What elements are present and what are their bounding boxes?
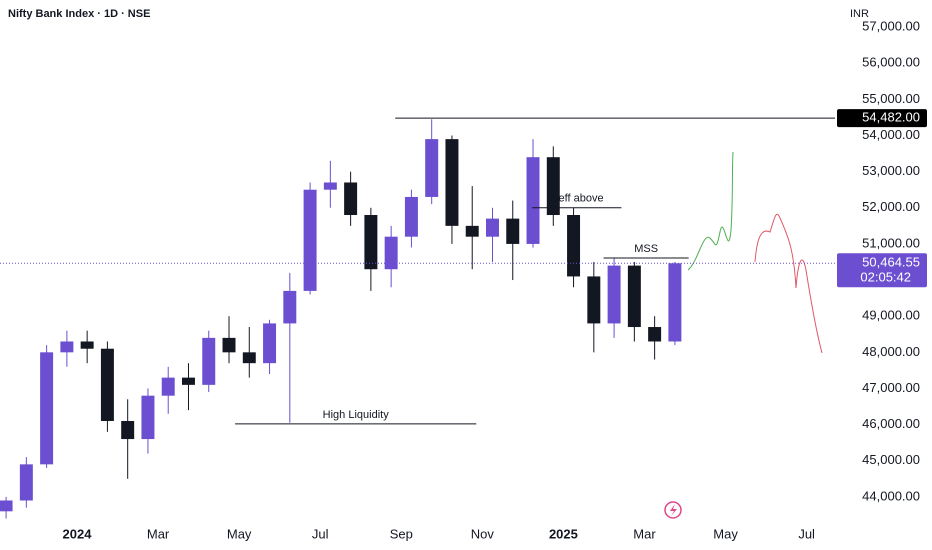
- bearish-projection: [754, 213, 823, 354]
- x-tick-label: 2025: [549, 526, 578, 541]
- candle-body: [40, 352, 54, 465]
- y-tick-label: 56,000.00: [862, 55, 920, 70]
- x-tick-label: Mar: [147, 526, 170, 541]
- candle-body: [546, 157, 560, 216]
- y-tick-label: 51,000.00: [862, 235, 920, 250]
- y-tick-label: 52,000.00: [862, 199, 920, 214]
- candle-body: [121, 420, 135, 440]
- candle-body: [222, 337, 236, 353]
- y-tick-label: 46,000.00: [862, 416, 920, 431]
- candle-body: [526, 157, 540, 244]
- x-tick-label: Jul: [798, 526, 815, 541]
- candle-body: [607, 265, 621, 324]
- y-tick-label: 48,000.00: [862, 344, 920, 359]
- candle-body: [567, 215, 581, 277]
- candle-body: [141, 395, 155, 440]
- lightning-icon: [664, 501, 682, 519]
- candle-body: [668, 263, 682, 342]
- candle-body: [19, 464, 33, 501]
- level-price-box: [837, 109, 927, 128]
- candle-body: [465, 225, 479, 237]
- candle-body: [506, 218, 520, 244]
- candle-body: [323, 182, 337, 190]
- currency: INR: [850, 8, 869, 20]
- x-tick-label: 2024: [63, 526, 93, 541]
- bullish-projection: [687, 151, 734, 271]
- candle-body: [263, 323, 277, 364]
- last-price-label: 50,464.55: [862, 255, 920, 270]
- x-tick-label: Jul: [312, 526, 329, 541]
- candle-body: [202, 337, 216, 385]
- candle-body: [181, 377, 195, 385]
- candle-body: [627, 265, 641, 328]
- y-tick-label: 54,000.00: [862, 127, 920, 142]
- candle-body: [344, 182, 358, 216]
- x-tick-label: Sep: [390, 526, 413, 541]
- level-label: MSS: [634, 243, 658, 255]
- y-tick-label: 44,000.00: [862, 488, 920, 503]
- candle-body: [80, 341, 94, 349]
- candle-body: [587, 276, 601, 324]
- candle-body: [445, 139, 459, 226]
- candles: [0, 119, 682, 519]
- candle-body: [161, 377, 175, 396]
- candle-body: [364, 215, 378, 270]
- candle-body: [100, 348, 114, 421]
- level-label: High Liquidity: [323, 409, 390, 421]
- y-tick-label: 55,000.00: [862, 91, 920, 106]
- last-price-box: [837, 253, 927, 288]
- candle-body: [425, 139, 439, 197]
- level-label: ineff above: [550, 193, 604, 205]
- y-tick-label: 53,000.00: [862, 163, 920, 178]
- candle-body: [384, 236, 398, 270]
- candle-body: [283, 290, 297, 324]
- candle-body: [486, 218, 499, 237]
- countdown: 02:05:42: [860, 270, 911, 285]
- level-price-label: 54,482.00: [862, 110, 920, 125]
- candle-body: [648, 327, 662, 342]
- x-tick-label: May: [713, 526, 738, 541]
- candle-body: [0, 500, 13, 512]
- chart-title: Nifty Bank Index · 1D · NSE: [8, 8, 150, 20]
- y-tick-label: 57,000.00: [862, 19, 920, 34]
- x-tick-label: Nov: [471, 526, 495, 541]
- y-tick-label: 45,000.00: [862, 452, 920, 467]
- y-tick-label: 47,000.00: [862, 380, 920, 395]
- candle-body: [242, 352, 256, 364]
- x-tick-label: Mar: [633, 526, 656, 541]
- candle-body: [303, 189, 317, 291]
- candle-body: [404, 196, 418, 237]
- x-tick-label: May: [227, 526, 252, 541]
- y-tick-label: 49,000.00: [862, 308, 920, 323]
- candle-body: [60, 341, 74, 353]
